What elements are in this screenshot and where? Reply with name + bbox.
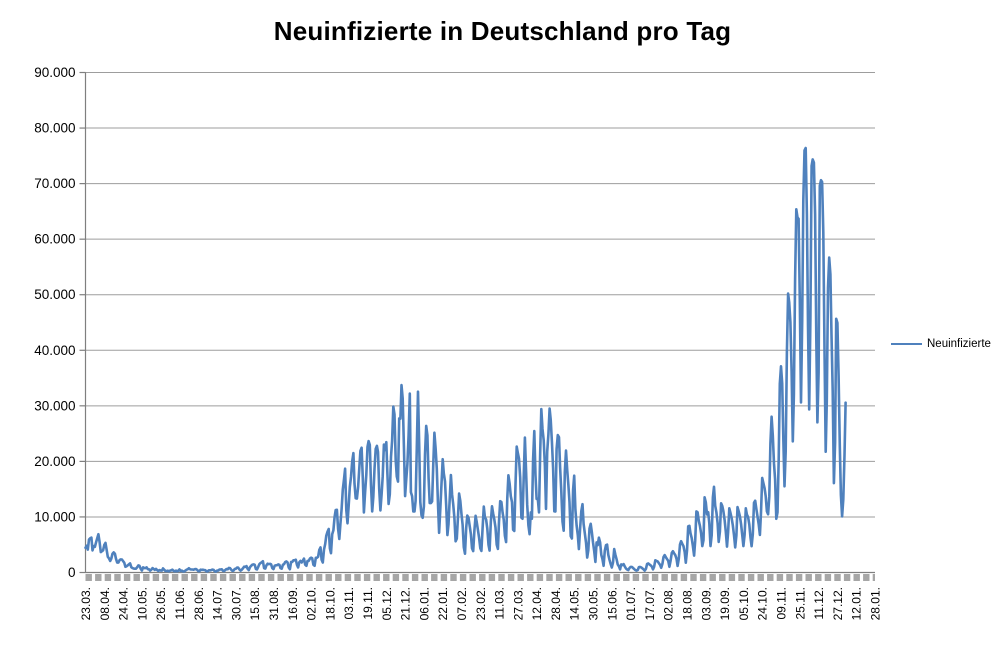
y-axis-tick-label: 60.000: [34, 232, 75, 247]
x-axis-tick-label: 01.07.: [624, 587, 638, 620]
x-axis-tick-label: 24.04.: [117, 587, 131, 620]
x-axis-tick-label: 07.02.: [455, 587, 469, 620]
y-axis-tick-label: 0: [68, 565, 76, 580]
x-axis-tick-label: 27.12.: [831, 587, 845, 620]
x-axis-tick-label: 14.07.: [211, 587, 225, 620]
x-axis-tick-label: 30.07.: [229, 587, 243, 620]
x-axis-tick-label: 17.07.: [643, 587, 657, 620]
y-axis-tick-label: 50.000: [34, 287, 75, 302]
x-axis-tick-label: 06.01.: [417, 587, 431, 620]
x-axis-tick-label: 03.09.: [699, 587, 713, 620]
x-axis-tick-label: 24.10.: [756, 587, 770, 620]
x-axis-tick-label: 18.08.: [681, 587, 695, 620]
x-axis-tick-label: 08.04.: [98, 587, 112, 620]
x-axis-tick-label: 28.06.: [192, 587, 206, 620]
y-axis-tick-label: 30.000: [34, 398, 75, 413]
x-axis-tick-label: 12.04.: [530, 587, 544, 620]
x-axis-tick-label: 19.11.: [361, 587, 375, 619]
x-axis-tick-label: 02.10.: [305, 587, 319, 620]
x-axis-tick-label: 14.05.: [568, 587, 582, 620]
x-axis-tick-label: 09.11.: [775, 587, 789, 619]
chart-title: Neuinfizierte in Deutschland pro Tag: [273, 16, 732, 46]
legend-line-marker: [891, 342, 922, 346]
x-axis-tick-label: 05.12.: [380, 587, 394, 620]
x-axis-tick-label: 15.08.: [248, 587, 262, 620]
x-axis-tick-label: 22.01.: [436, 587, 450, 620]
y-axis-tick-label: 40.000: [34, 343, 75, 358]
x-axis-tick-label: 03.11.: [342, 587, 356, 619]
x-axis-tick-label: 28.01.: [869, 587, 883, 620]
x-axis-tick-label: 19.09.: [718, 587, 732, 620]
x-axis-tick-label: 18.10.: [323, 587, 337, 620]
x-axis-tick-label: 16.09.: [286, 587, 300, 620]
x-axis-tick-label: 15.06.: [605, 587, 619, 620]
x-axis-tick-label: 11.06.: [173, 587, 187, 619]
x-axis-tick-label: 30.05.: [587, 587, 601, 620]
x-axis-tick-label: 05.10.: [737, 587, 751, 620]
y-axis-tick-label: 80.000: [34, 121, 75, 136]
x-axis-tick-label: 31.08.: [267, 587, 281, 620]
x-axis-tick-label: 02.08.: [662, 587, 676, 620]
x-axis-tick-label: 11.12.: [812, 587, 826, 619]
y-axis-tick-label: 90.000: [34, 65, 75, 80]
x-axis-tick-label: 25.11.: [793, 587, 807, 619]
x-axis-tick-label: 26.05.: [154, 587, 168, 620]
y-axis-tick-label: 20.000: [34, 454, 75, 469]
legend-label: Neuinfizierte: [927, 338, 991, 350]
x-axis-tick-label: 12.01.: [850, 587, 864, 620]
x-axis-tick-label: 28.04.: [549, 587, 563, 620]
y-axis-tick-label: 70.000: [34, 176, 75, 191]
legend: Neuinfizierte: [891, 338, 991, 350]
x-axis-tick-label: 23.03.: [79, 587, 93, 620]
x-axis-tick-label: 23.02.: [474, 587, 488, 620]
y-axis-tick-label: 10.000: [34, 509, 75, 524]
x-axis-tick-label: 21.12.: [399, 587, 413, 620]
x-axis-tick-label: 11.03.: [493, 587, 507, 619]
x-axis-tick-label: 27.03.: [511, 587, 525, 620]
data-series-line: [84, 146, 847, 573]
x-axis-tick-label: 10.05.: [135, 587, 149, 620]
